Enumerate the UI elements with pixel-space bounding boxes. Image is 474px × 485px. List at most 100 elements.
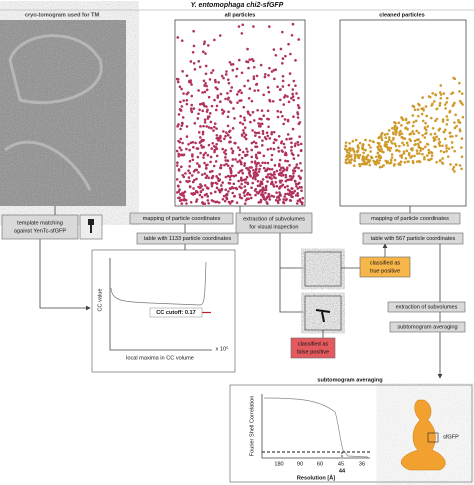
particle: [187, 176, 191, 179]
particle: [210, 71, 213, 75]
particle: [224, 156, 227, 159]
particle: [458, 90, 461, 93]
particle: [419, 149, 422, 152]
particle: [200, 138, 204, 142]
particle: [180, 202, 184, 205]
particle: [442, 150, 446, 154]
particle: [201, 132, 205, 136]
particle: [454, 163, 458, 167]
particle: [225, 196, 228, 200]
particle: [344, 141, 348, 144]
particle: [215, 143, 218, 146]
particle: [292, 157, 296, 160]
particle: [188, 159, 192, 163]
fsc-curve: [263, 397, 369, 458]
particle: [235, 75, 238, 78]
particle: [281, 150, 284, 153]
particle: [454, 134, 458, 138]
particle: [228, 178, 232, 181]
particle: [259, 189, 263, 192]
particle: [194, 189, 198, 193]
particle: [409, 139, 413, 143]
particle: [270, 158, 273, 162]
particle: [281, 74, 285, 78]
particle: [264, 197, 268, 201]
particle: [426, 125, 430, 128]
particle: [234, 141, 237, 145]
particle: [236, 101, 239, 104]
particle: [267, 74, 270, 77]
particle: [176, 77, 180, 81]
particle: [190, 109, 193, 113]
particle: [270, 70, 274, 73]
particle: [460, 167, 463, 171]
particle: [367, 143, 371, 147]
particle: [254, 134, 257, 137]
particle: [292, 172, 295, 175]
particle: [225, 70, 228, 73]
particle: [198, 193, 202, 197]
particle: [250, 148, 254, 152]
particle: [299, 177, 302, 180]
particle: [243, 135, 246, 139]
particle: [207, 126, 211, 129]
particle: [185, 135, 189, 138]
arrow: [39, 239, 91, 311]
particle: [417, 138, 420, 141]
cc-axes: [109, 258, 212, 351]
particle: [227, 110, 230, 114]
particle: [206, 199, 210, 202]
particle: [296, 116, 300, 119]
particle: [215, 127, 218, 130]
particle: [231, 63, 235, 66]
particle: [198, 141, 202, 144]
particle: [287, 100, 291, 104]
particle: [444, 128, 447, 132]
particle: [254, 153, 258, 157]
particle: [213, 122, 217, 125]
particle: [207, 176, 210, 180]
particle: [423, 157, 426, 161]
particle: [218, 172, 221, 176]
particle: [442, 130, 446, 134]
particle: [178, 196, 181, 200]
particle: [356, 150, 359, 153]
particle: [213, 78, 217, 82]
particle: [453, 170, 456, 173]
particle: [402, 137, 406, 140]
particle: [439, 149, 443, 153]
particle: [240, 186, 243, 190]
particle: [227, 81, 231, 85]
particle: [202, 156, 205, 159]
particle: [282, 169, 285, 173]
particle: [424, 145, 427, 149]
particle: [460, 155, 464, 159]
false-box: [290, 337, 336, 359]
particle: [266, 109, 270, 113]
particle: [197, 89, 200, 92]
particle: [224, 159, 228, 162]
particle: [446, 118, 449, 122]
particle: [206, 195, 210, 198]
particle: [250, 186, 253, 190]
particle: [223, 163, 226, 167]
particle: [247, 197, 250, 201]
particle: [421, 133, 424, 137]
particle: [179, 165, 183, 169]
particle: [252, 75, 256, 78]
particle: [215, 175, 218, 178]
particle: [192, 178, 196, 182]
particle: [182, 153, 186, 156]
particle: [227, 96, 230, 100]
particle: [442, 92, 446, 95]
particle: [427, 95, 431, 98]
step-text: subtomogram averaging: [397, 324, 457, 330]
particle: [290, 141, 293, 145]
particle: [223, 151, 226, 154]
particle: [254, 193, 257, 197]
particle: [240, 71, 244, 75]
particle: [296, 112, 300, 116]
particle: [393, 127, 397, 131]
particle: [226, 124, 230, 128]
particle: [454, 113, 457, 117]
